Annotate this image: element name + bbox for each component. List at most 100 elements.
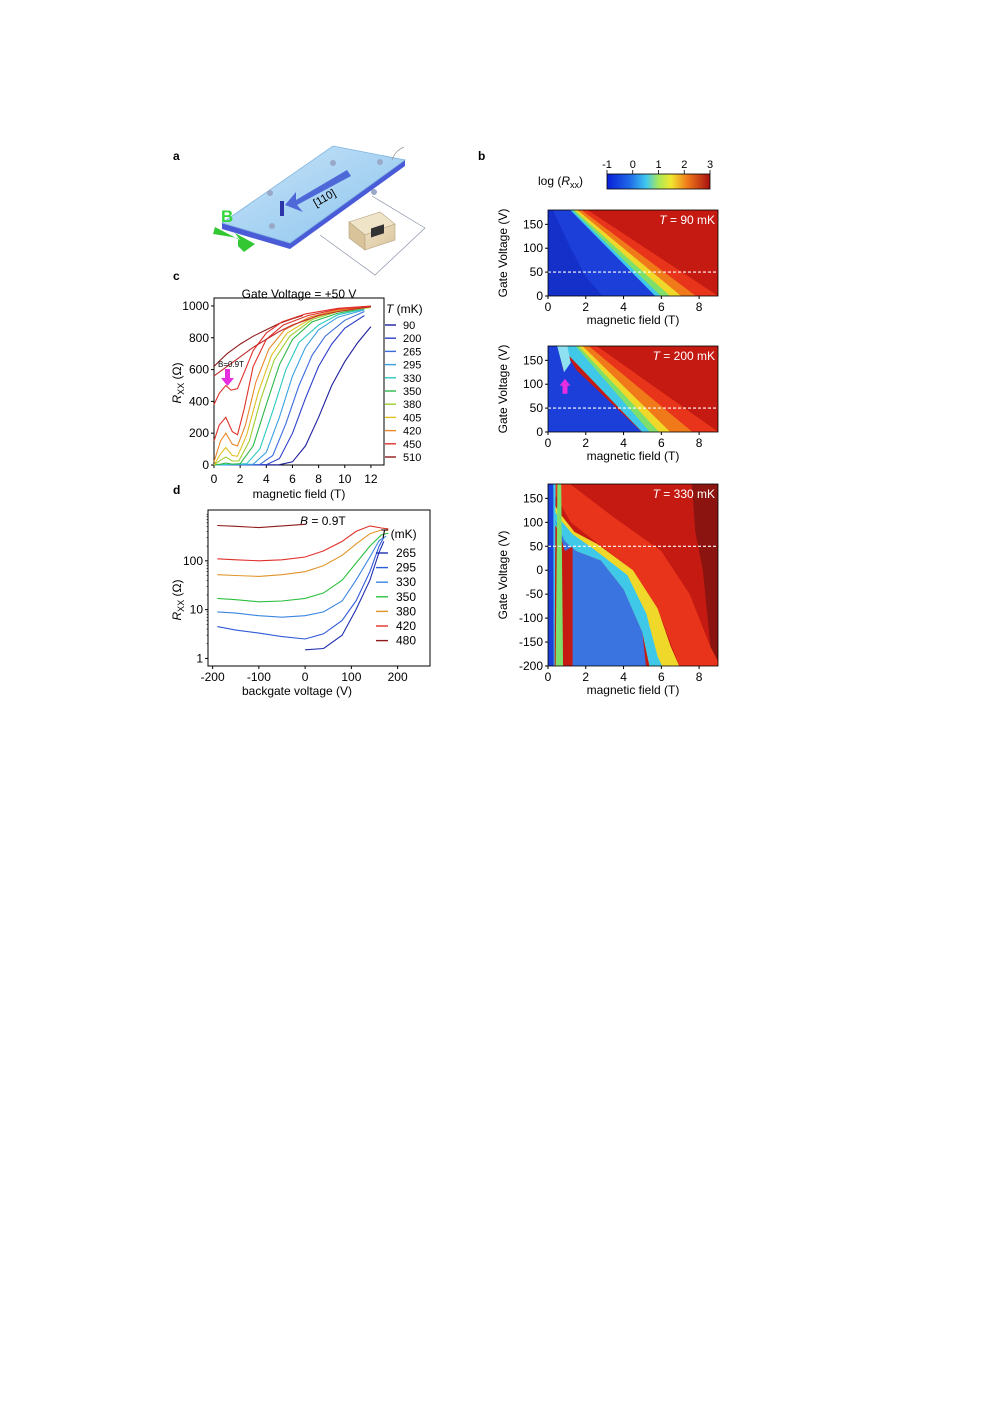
legend-label: 295 — [403, 360, 421, 372]
probe-lines — [319, 195, 426, 276]
legend-label: 420 — [396, 619, 416, 633]
x-tick-label: 200 — [388, 670, 408, 684]
series-line — [213, 306, 371, 377]
x-axis-label: magnetic field (T) — [587, 683, 680, 697]
contact-pad — [371, 189, 377, 195]
x-tick-label: 0 — [545, 670, 552, 684]
y-tick-label: 100 — [523, 241, 543, 255]
legend-label: 405 — [403, 412, 421, 424]
chart-rxx-vs-field: Gate Voltage = +50 V 0 2 4 6 8 10 12 0 200 400 600 8… — [170, 287, 423, 501]
y-tick-label: 0 — [536, 563, 543, 577]
series-line — [305, 541, 385, 651]
plot-frame — [547, 209, 719, 297]
panel-letter-a: a — [173, 149, 180, 163]
ridge-arrow — [559, 378, 571, 394]
band-cyan — [548, 498, 663, 666]
contact-pad — [377, 159, 383, 165]
x-tick-label: -100 — [247, 670, 271, 684]
temperature-label: T = 200 mK — [653, 349, 715, 363]
series-line — [217, 523, 306, 529]
x-tick-label: 8 — [696, 300, 703, 314]
x-tick-label: 6 — [658, 300, 665, 314]
x-tick-label: -200 — [201, 670, 225, 684]
legend-label: 265 — [396, 546, 416, 560]
x-tick-label: 2 — [582, 300, 589, 314]
region-blue-dark — [548, 210, 603, 296]
colorbar-label: log (Rxx) — [538, 174, 583, 190]
legend-label: 295 — [396, 561, 416, 575]
y-tick-label: 150 — [523, 491, 543, 505]
colorbar-gradient — [606, 173, 711, 190]
series-line — [213, 306, 371, 466]
series-line — [213, 326, 372, 466]
plate-side — [222, 160, 405, 249]
heatmap-image — [548, 210, 718, 296]
x-tick-label: 0 — [545, 300, 552, 314]
colorbar: log (Rxx) -1 0 1 2 3 — [538, 159, 713, 190]
x-tick-label: 4 — [620, 670, 627, 684]
temperature-label: T = 330 mK — [653, 487, 715, 501]
x-tick-label: 2 — [582, 436, 589, 450]
series-line — [213, 306, 371, 462]
band-orange — [549, 484, 718, 666]
colorbar-tick-label: 1 — [655, 159, 661, 171]
legend-label: 90 — [403, 320, 415, 332]
heatmap-image — [548, 484, 718, 666]
x-axis-label: magnetic field (T) — [587, 449, 680, 463]
y-tick-label: 10 — [190, 603, 204, 617]
region-darkred — [691, 484, 718, 662]
b-field-label: B — [221, 207, 233, 226]
x-tick-label: 0 — [211, 472, 218, 486]
colorbar-tick-label: 0 — [630, 159, 636, 171]
x-tick-label: 4 — [263, 472, 270, 486]
y-tick-label: 50 — [530, 265, 544, 279]
y-tick-label: 50 — [530, 401, 544, 415]
plot-frame — [547, 345, 719, 433]
series-line — [213, 307, 365, 466]
current-label-bar — [280, 201, 284, 216]
legend-label: 380 — [396, 604, 416, 618]
stripe-blue — [548, 484, 554, 666]
series-line — [217, 532, 389, 603]
legend-label: 450 — [403, 439, 421, 451]
y-tick-label: 0 — [202, 458, 209, 472]
y-tick-label: 100 — [523, 515, 543, 529]
legend-label: 200 — [403, 333, 421, 345]
colorbar-tick-label: 3 — [707, 159, 713, 171]
current-i-glyph: I — [279, 202, 283, 219]
x-axis-label: magnetic field (T) — [587, 313, 680, 327]
plot-frame — [207, 509, 431, 667]
y-tick-label: 1000 — [182, 299, 209, 313]
y-tick-label: 150 — [523, 217, 543, 231]
series-line — [213, 308, 365, 466]
series-line — [213, 305, 371, 405]
y-tick-label: 800 — [189, 331, 209, 345]
x-tick-label: 100 — [341, 670, 361, 684]
series-line — [213, 306, 371, 466]
legend-title: T (mK) — [380, 527, 417, 541]
x-axis-label: magnetic field (T) — [253, 487, 346, 501]
panel-letter-d: d — [173, 483, 180, 497]
annotation-label: B=0.9T — [218, 360, 244, 369]
measurement-box — [348, 211, 396, 251]
legend-label: 510 — [403, 452, 421, 464]
series-line — [213, 309, 365, 466]
y-tick-label: 0 — [536, 289, 543, 303]
y-tick-label: 200 — [189, 426, 209, 440]
x-tick-label: 6 — [658, 436, 665, 450]
annotation-arrow — [221, 369, 234, 386]
b-field-arrow — [213, 227, 255, 252]
x-tick-label: 10 — [338, 472, 352, 486]
x-tick-label: 12 — [364, 472, 378, 486]
colorbar-tick-label: 2 — [681, 159, 687, 171]
legend-label: 350 — [396, 590, 416, 604]
y-tick-label: 150 — [523, 353, 543, 367]
device-schematic: I [110] B — [213, 145, 426, 276]
y-tick-label: 600 — [189, 363, 209, 377]
legend-label: 480 — [396, 634, 416, 648]
legend-label: 380 — [403, 399, 421, 411]
y-tick-label: 50 — [530, 539, 544, 553]
ridge-cyan — [557, 346, 571, 373]
